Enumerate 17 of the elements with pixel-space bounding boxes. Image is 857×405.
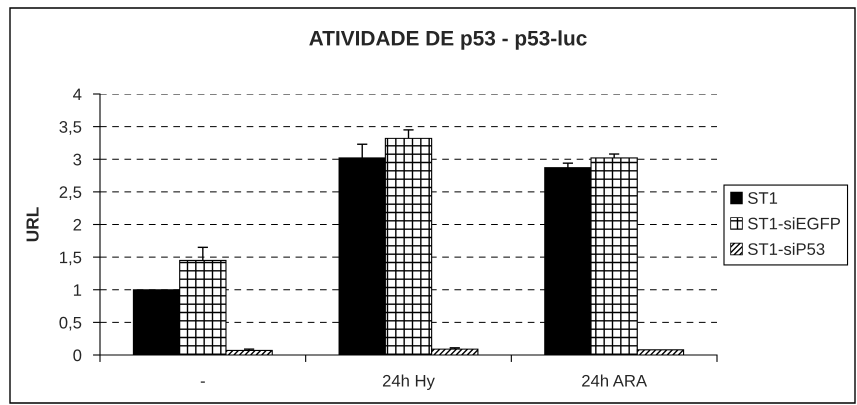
chart-title: ATIVIDADE DE p53 - p53-luc	[309, 30, 587, 50]
y-tick-label: 1,5	[60, 252, 82, 266]
y-axis-title: URL	[26, 207, 39, 242]
x-tick-label: 24h ARA	[582, 374, 648, 387]
y-tick-label: 4	[73, 88, 82, 100]
x-tick-label: -	[200, 381, 205, 383]
y-tick-label: 2,5	[60, 186, 82, 200]
y-tick-label: 0	[73, 349, 82, 362]
y-tick-label: 2	[74, 218, 82, 231]
x-tick-label: 24h Hy	[382, 374, 435, 390]
y-tick-label: 1	[74, 284, 82, 296]
y-tick-label: 3,5	[59, 121, 82, 135]
y-tick-label: 3	[73, 154, 82, 166]
y-tick-label: 0,5	[59, 316, 82, 331]
legend-label: ST1	[748, 192, 778, 204]
legend-label: ST1-siP53	[748, 242, 824, 256]
legend-label: ST1-siEGFP	[748, 217, 840, 230]
